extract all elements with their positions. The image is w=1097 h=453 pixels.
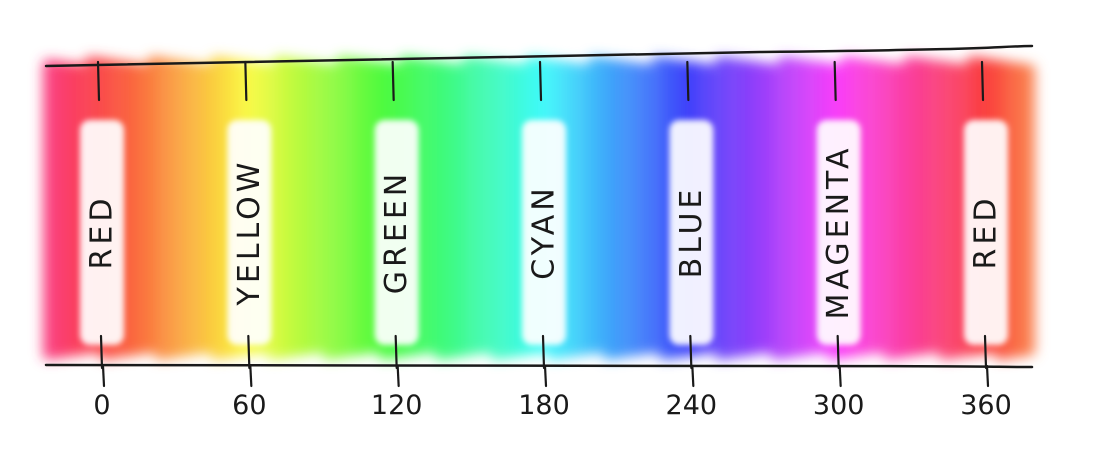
top-border-line [44, 44, 1034, 68]
label-plate [669, 120, 714, 345]
tick-mark [396, 364, 400, 388]
tick-label-180: 180 [518, 390, 570, 421]
tick-mark-bottom [394, 334, 398, 370]
tick-mark-bottom [99, 334, 104, 370]
tick-mark-top [538, 60, 543, 102]
tick-mark-top [96, 60, 101, 102]
tick-mark-bottom [983, 334, 988, 370]
tick-label-120: 120 [371, 390, 423, 421]
tick-mark-bottom [836, 334, 840, 370]
tick-mark-top [686, 60, 690, 102]
tick-mark-top [980, 60, 985, 102]
hue-name-red: RED [969, 195, 1004, 270]
tick-marks [96, 60, 990, 388]
hue-name-red: RED [85, 195, 120, 270]
tick-mark-bottom [541, 334, 546, 370]
hue-name-cyan: CYAN [527, 184, 562, 279]
label-plate [374, 120, 419, 345]
tick-label-0: 0 [93, 390, 110, 421]
label-plate [816, 120, 861, 345]
label-plates [80, 120, 1008, 345]
tick-mark [838, 364, 842, 388]
tick-mark-bottom [689, 334, 693, 370]
hue-name-green: GREEN [379, 170, 414, 294]
tick-mark [249, 364, 253, 388]
tick-label-360: 360 [960, 390, 1012, 421]
tick-mark-top [391, 60, 395, 102]
hue-name-labels: RED YELLOW GREEN CYAN BLUE MAGENTA RED [85, 144, 1004, 319]
tick-mark-bottom [247, 334, 251, 370]
label-plate [522, 120, 566, 345]
tick-mark [691, 364, 695, 388]
bottom-border-line [44, 363, 1034, 369]
tick-value-labels: 0 60 120 180 240 300 360 [93, 390, 1011, 421]
tick-mark-top [833, 60, 837, 102]
hue-name-magenta: MAGENTA [821, 144, 856, 319]
tick-label-60: 60 [232, 390, 266, 421]
tick-mark [101, 364, 106, 388]
tick-label-300: 300 [813, 390, 865, 421]
tick-mark [985, 364, 990, 388]
hue-name-blue: BLUE [674, 186, 709, 279]
spectrum-stroke [1022, 64, 1036, 356]
hue-name-yellow: YELLOW [232, 159, 267, 307]
tick-mark-top [244, 60, 248, 102]
tick-mark [543, 364, 548, 388]
label-plate [227, 120, 272, 345]
label-plate [80, 120, 124, 345]
tick-label-240: 240 [666, 390, 718, 421]
label-plate [964, 120, 1008, 345]
